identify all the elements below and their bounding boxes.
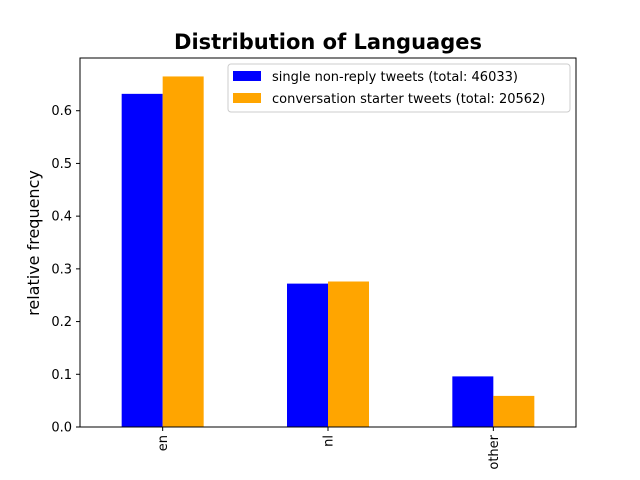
bar-series-1-nl bbox=[287, 283, 328, 427]
legend-label-2: conversation starter tweets (total: 2056… bbox=[272, 92, 545, 107]
bar-series-2-en bbox=[162, 76, 204, 427]
y-tick-label: 0.2 bbox=[51, 315, 72, 330]
legend-box bbox=[227, 63, 571, 113]
x-tick-label-en: en bbox=[156, 435, 171, 451]
x-tick-label-other: other bbox=[487, 434, 502, 469]
y-axis-label: relative frequency bbox=[24, 170, 43, 316]
bar-series-2-nl bbox=[328, 281, 369, 427]
legend-swatch-1 bbox=[233, 71, 261, 81]
y-tick-label: 0.1 bbox=[51, 368, 72, 383]
legend-swatch-2 bbox=[233, 93, 261, 103]
bar-series-2-other bbox=[493, 395, 535, 427]
bar-series-1-other bbox=[452, 376, 494, 427]
y-tick-label: 0.0 bbox=[51, 421, 72, 436]
legend: single non-reply tweets (total: 46033) co… bbox=[227, 63, 571, 113]
x-tick-label-nl: nl bbox=[322, 435, 337, 447]
legend-label-1: single non-reply tweets (total: 46033) bbox=[272, 70, 518, 85]
chart-title: Distribution of Languages bbox=[174, 30, 482, 54]
y-tick-label: 0.6 bbox=[51, 104, 72, 119]
y-tick-label: 0.5 bbox=[51, 157, 72, 172]
bar-series-1-en bbox=[121, 93, 163, 428]
y-tick-label: 0.3 bbox=[51, 262, 72, 277]
x-axis: en nl other bbox=[156, 427, 502, 470]
y-tick-label: 0.4 bbox=[51, 210, 72, 225]
y-axis: 0.0 0.1 0.2 0.3 0.4 0.5 0.6 bbox=[51, 104, 80, 436]
bars-group bbox=[121, 76, 535, 428]
